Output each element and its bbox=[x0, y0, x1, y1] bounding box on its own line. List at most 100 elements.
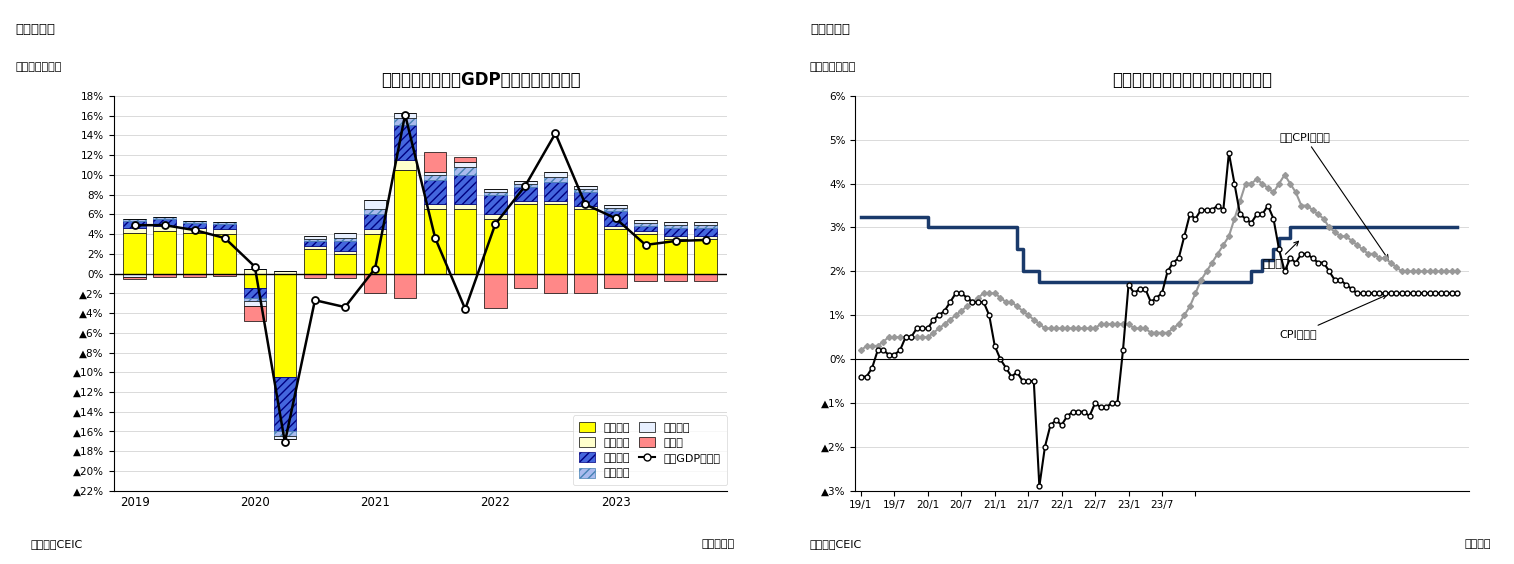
Bar bbox=[574, 274, 597, 293]
Bar bbox=[484, 214, 507, 219]
Bar bbox=[604, 208, 627, 212]
Bar bbox=[213, 274, 236, 275]
Bar bbox=[424, 209, 447, 274]
Bar bbox=[363, 274, 386, 293]
Bar bbox=[544, 172, 566, 177]
Bar bbox=[574, 188, 597, 192]
Bar bbox=[515, 187, 536, 201]
Bar bbox=[363, 234, 386, 274]
Bar bbox=[123, 219, 145, 221]
Bar bbox=[695, 239, 718, 274]
Bar bbox=[604, 205, 627, 208]
Bar bbox=[515, 180, 536, 184]
Bar bbox=[123, 221, 145, 228]
Bar bbox=[304, 246, 326, 249]
Bar bbox=[394, 170, 416, 274]
Text: CPI上昇率: CPI上昇率 bbox=[1279, 294, 1387, 339]
Bar bbox=[665, 228, 687, 236]
Bar bbox=[333, 241, 356, 251]
Bar bbox=[424, 172, 447, 175]
Bar bbox=[665, 222, 687, 225]
Bar bbox=[394, 274, 416, 298]
Bar bbox=[244, 268, 266, 274]
Text: （資料）CEIC: （資料）CEIC bbox=[810, 539, 863, 549]
Bar bbox=[665, 225, 687, 228]
Legend: 民間消費, 政府消費, 民間投資, 公共投資, 在庫変動, 純輸出, 実質GDP成長率: 民間消費, 政府消費, 民間投資, 公共投資, 在庫変動, 純輸出, 実質GDP… bbox=[572, 415, 727, 485]
Bar bbox=[123, 233, 145, 274]
Bar bbox=[695, 228, 718, 236]
Bar bbox=[244, 274, 266, 288]
Text: （前年同期比）: （前年同期比） bbox=[15, 62, 62, 72]
Bar bbox=[304, 239, 326, 241]
Bar bbox=[454, 162, 477, 167]
Bar bbox=[544, 177, 566, 182]
Bar bbox=[213, 229, 236, 234]
Title: マレーシアのインフレ率・政策金利: マレーシアのインフレ率・政策金利 bbox=[1113, 70, 1273, 89]
Bar bbox=[574, 206, 597, 209]
Bar bbox=[153, 274, 176, 276]
Bar bbox=[363, 229, 386, 234]
Text: （前年同月比）: （前年同月比） bbox=[810, 62, 857, 72]
Bar bbox=[333, 238, 356, 241]
Text: （図表５）: （図表５） bbox=[15, 23, 55, 36]
Bar bbox=[544, 274, 566, 293]
Bar bbox=[634, 220, 657, 223]
Bar bbox=[515, 201, 536, 204]
Bar bbox=[394, 113, 416, 117]
Bar bbox=[695, 274, 718, 281]
Bar bbox=[123, 274, 145, 276]
Bar bbox=[274, 271, 297, 274]
Bar bbox=[484, 219, 507, 274]
Bar bbox=[123, 228, 145, 233]
Bar bbox=[244, 306, 266, 321]
Bar bbox=[695, 222, 718, 225]
Bar bbox=[333, 251, 356, 254]
Bar bbox=[394, 117, 416, 125]
Bar bbox=[604, 274, 627, 288]
Bar bbox=[304, 274, 326, 279]
Text: （図表６）: （図表６） bbox=[810, 23, 849, 36]
Bar bbox=[304, 236, 326, 239]
Bar bbox=[363, 209, 386, 214]
Bar bbox=[424, 180, 447, 204]
Text: 政策金利: 政策金利 bbox=[1263, 241, 1299, 269]
Bar bbox=[604, 229, 627, 274]
Bar bbox=[274, 377, 297, 431]
Title: マレーシアの実質GDP成長率（需要側）: マレーシアの実質GDP成長率（需要側） bbox=[382, 70, 581, 89]
Bar bbox=[634, 226, 657, 231]
Bar bbox=[695, 225, 718, 228]
Bar bbox=[665, 239, 687, 274]
Bar bbox=[665, 236, 687, 239]
Bar bbox=[634, 223, 657, 226]
Bar bbox=[244, 288, 266, 298]
Text: （月次）: （月次） bbox=[1464, 539, 1491, 549]
Bar bbox=[183, 274, 206, 276]
Bar bbox=[304, 249, 326, 274]
Bar bbox=[544, 204, 566, 274]
Bar bbox=[634, 231, 657, 234]
Bar bbox=[484, 274, 507, 308]
Bar bbox=[544, 182, 566, 201]
Bar bbox=[424, 175, 447, 180]
Bar bbox=[484, 195, 507, 214]
Bar bbox=[153, 226, 176, 231]
Bar bbox=[454, 205, 477, 209]
Bar bbox=[424, 205, 447, 209]
Bar bbox=[515, 184, 536, 187]
Bar bbox=[454, 175, 477, 204]
Bar bbox=[213, 224, 236, 229]
Bar bbox=[183, 221, 206, 223]
Bar bbox=[213, 234, 236, 274]
Bar bbox=[394, 160, 416, 170]
Bar bbox=[244, 298, 266, 301]
Bar bbox=[213, 222, 236, 224]
Text: （資料）CEIC: （資料）CEIC bbox=[30, 539, 83, 549]
Bar bbox=[333, 274, 356, 279]
Bar bbox=[244, 301, 266, 306]
Bar bbox=[274, 274, 297, 377]
Bar bbox=[153, 231, 176, 274]
Bar bbox=[634, 234, 657, 274]
Bar bbox=[454, 167, 477, 175]
Bar bbox=[363, 214, 386, 229]
Bar bbox=[424, 152, 447, 172]
